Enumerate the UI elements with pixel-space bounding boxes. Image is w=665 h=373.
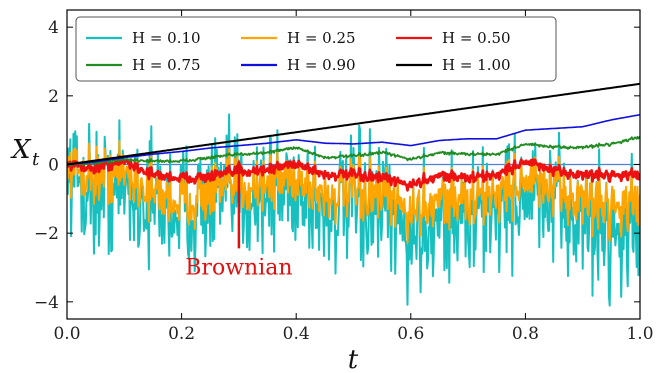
- annotation-brownian: Brownian: [185, 159, 293, 280]
- series-line-2: [67, 155, 640, 192]
- y-axis-title: X t: [10, 135, 40, 170]
- annotation-arrowhead: [232, 159, 245, 174]
- x-axis-title: t: [348, 345, 359, 373]
- series-line-5: [67, 82, 640, 166]
- series-line-3: [67, 135, 640, 167]
- ticks-layer: 0.0 0.2 0.4 0.6 0.8 1.0 −4 −2 0 2 4: [34, 10, 654, 344]
- legend-label: H = 0.50: [442, 29, 511, 47]
- y-tick-label: −2: [34, 224, 59, 244]
- series-line-4: [67, 113, 640, 166]
- series-line-1: [67, 140, 640, 244]
- x-tick-label: 0.0: [53, 324, 80, 344]
- x-tick-label: 0.6: [397, 324, 424, 344]
- legend-label: H = 0.90: [287, 56, 356, 74]
- legend-label: H = 0.10: [132, 29, 201, 47]
- legend-label: H = 0.75: [132, 56, 201, 74]
- x-tick-label: 0.2: [168, 324, 195, 344]
- annotation-label: Brownian: [185, 255, 292, 280]
- y-tick-label: 4: [48, 18, 59, 38]
- y-axis-title-main: X: [10, 135, 32, 165]
- legend-items: H = 0.10 H = 0.25 H = 0.50 H = 0.75 H = 0.90…: [86, 29, 511, 74]
- legend: H = 0.10 H = 0.25 H = 0.50 H = 0.75 H = 0.90…: [75, 16, 557, 82]
- y-tick-label: 0: [48, 156, 59, 176]
- legend-label: H = 0.25: [287, 29, 356, 47]
- x-tick-label: 1.0: [626, 324, 653, 344]
- series-layer: [67, 82, 640, 307]
- legend-label: H = 1.00: [442, 56, 511, 74]
- y-tick-label: 2: [48, 87, 59, 107]
- x-tick-label: 0.4: [283, 324, 310, 344]
- y-axis-title-sub: t: [32, 149, 40, 170]
- legend-box: [75, 16, 557, 82]
- y-tick-label: −4: [34, 293, 59, 313]
- x-tick-label: 0.8: [512, 324, 539, 344]
